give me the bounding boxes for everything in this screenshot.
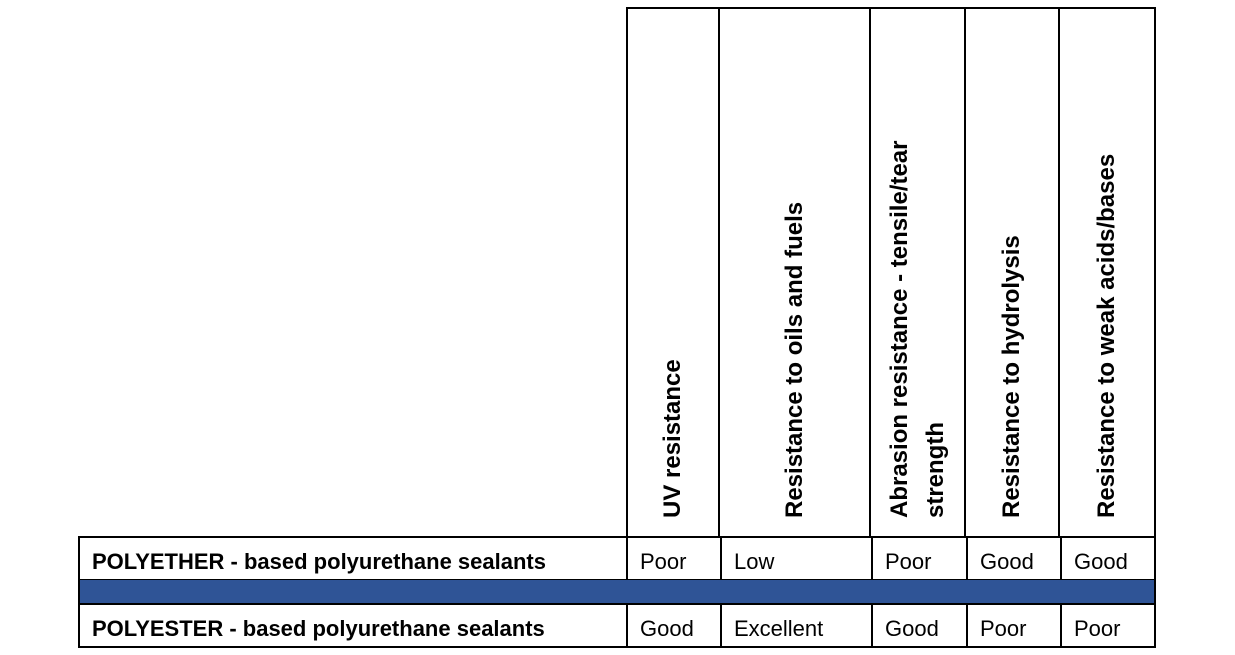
table-cell: Excellent: [720, 605, 871, 646]
column-header-hydrolysis: Resistance to hydrolysis: [966, 7, 1060, 536]
table-cell: Poor: [626, 538, 720, 579]
column-header-acids: Resistance to weak acids/bases: [1060, 7, 1156, 536]
table-cell: Good: [626, 605, 720, 646]
row-label: POLYESTER - based polyurethane sealants: [92, 616, 545, 641]
column-header-text: Resistance to oils and fuels: [780, 201, 808, 518]
table-cell: Poor: [966, 605, 1060, 646]
column-header-text: Resistance to hydrolysis: [998, 235, 1025, 518]
table-cell: Poor: [1060, 605, 1154, 646]
column-header-text: UV resistance: [659, 359, 686, 518]
row-label: POLYETHER - based polyurethane sealants: [92, 549, 546, 574]
table-cell: Good: [966, 538, 1060, 579]
table-row-polyester: POLYESTER - based polyurethane sealants …: [78, 603, 1156, 648]
table-row-polyether: POLYETHER - based polyurethane sealants …: [78, 536, 1156, 581]
row-separator-bar: [78, 580, 1156, 603]
column-header-uv: UV resistance: [626, 7, 720, 536]
column-header-text: Abrasion resistance - tensile/tear stren…: [885, 140, 949, 518]
table-cell: Poor: [871, 538, 966, 579]
table-cell: Low: [720, 538, 871, 579]
column-header-oils: Resistance to oils and fuels: [720, 7, 871, 536]
table-cell: Good: [1060, 538, 1154, 579]
table-cell: Good: [871, 605, 966, 646]
column-header-text: Resistance to weak acids/bases: [1093, 153, 1120, 518]
column-header-abrasion: Abrasion resistance - tensile/tear stren…: [871, 7, 966, 536]
